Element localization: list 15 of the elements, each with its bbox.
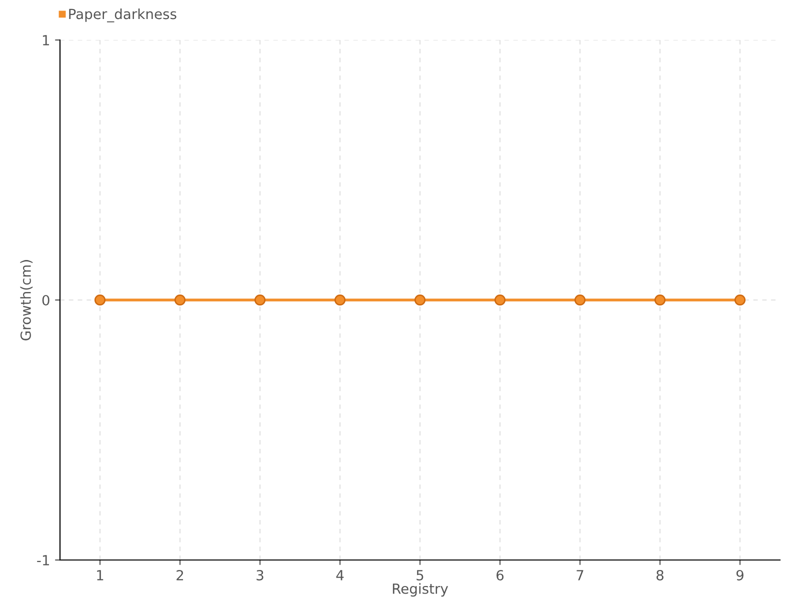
x-tick-label: 4 xyxy=(336,570,344,580)
y-axis-title: Growth(cm) xyxy=(20,260,33,340)
y-tick-label: -1 xyxy=(37,555,49,566)
x-tick-label: 3 xyxy=(256,570,264,580)
y-tick-label: 1 xyxy=(42,35,49,46)
x-tick-label: 9 xyxy=(736,570,744,580)
legend-label: Paper_darkness xyxy=(69,8,176,22)
x-axis-title: Registry xyxy=(392,583,448,597)
x-tick-label: 1 xyxy=(97,570,104,580)
x-tick-label: 8 xyxy=(656,570,664,580)
y-tick-label: 0 xyxy=(42,294,50,306)
x-tick-label: 6 xyxy=(496,570,504,580)
x-tick-label: 7 xyxy=(576,570,584,580)
x-tick-label: 5 xyxy=(416,570,424,580)
x-tick-label: 2 xyxy=(176,570,184,580)
